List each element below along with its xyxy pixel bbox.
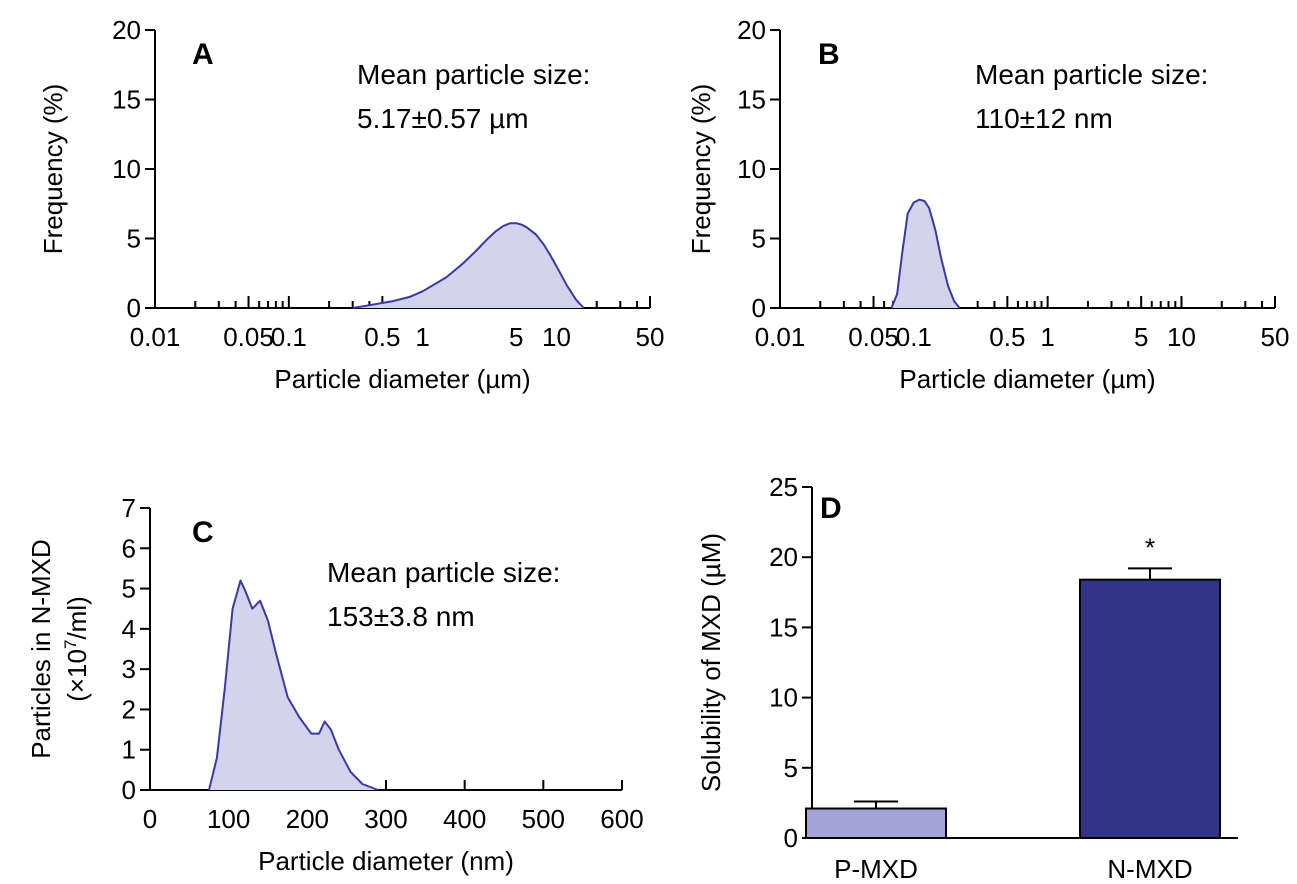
x-tick-label: 50 xyxy=(636,322,665,352)
x-tick-label: 10 xyxy=(1167,322,1196,352)
mean-size-value: 5.17±0.57 µm xyxy=(357,103,529,134)
y-tick-label: 2 xyxy=(122,694,136,724)
x-tick-label: 500 xyxy=(522,804,565,834)
y-tick-label: 0 xyxy=(752,293,766,323)
y-axis-units-suffix: /ml) xyxy=(62,596,92,639)
x-tick-label: 0.01 xyxy=(755,322,806,352)
x-tick-label: 300 xyxy=(364,804,407,834)
x-tick-label: 0.5 xyxy=(364,322,400,352)
x-tick-label: 400 xyxy=(443,804,486,834)
y-tick-label: 10 xyxy=(737,154,766,184)
y-axis-label-units: (×107/ml) xyxy=(61,596,92,702)
mean-size-label: Mean particle size: xyxy=(975,59,1208,90)
y-tick-label: 0 xyxy=(784,823,798,853)
panel-label: D xyxy=(820,492,842,525)
distribution-curve-line xyxy=(352,222,585,309)
y-tick-label: 15 xyxy=(769,612,798,642)
panel-label: B xyxy=(818,38,840,71)
y-tick-label: 0 xyxy=(122,775,136,805)
x-tick-label: 10 xyxy=(542,322,571,352)
y-axis-label: Solubility of MXD (µM) xyxy=(696,533,726,792)
y-axis-label: Frequency (%) xyxy=(38,84,68,255)
y-tick-label: 10 xyxy=(112,154,141,184)
x-tick-label: 600 xyxy=(600,804,643,834)
mean-size-label: Mean particle size: xyxy=(327,557,560,588)
x-tick-label: 0.1 xyxy=(896,322,932,352)
x-tick-label: 5 xyxy=(509,322,523,352)
mean-size-value: 110±12 nm xyxy=(975,103,1113,134)
x-tick-label: 0.1 xyxy=(271,322,307,352)
chart-panel-c: 0 1 2 3 4 5 6 7 0 100 200 300 400 500 600 Particle diam… xyxy=(26,493,644,876)
y-axis-units-exponent: 7 xyxy=(61,640,80,649)
y-tick-label: 3 xyxy=(122,654,136,684)
y-axis-label: Frequency (%) xyxy=(686,84,716,255)
distribution-area-fill xyxy=(891,199,960,308)
x-tick-label: 0.05 xyxy=(848,322,899,352)
y-tick-label: 5 xyxy=(127,224,141,254)
y-tick-label: 5 xyxy=(752,224,766,254)
panel-label: A xyxy=(192,38,214,71)
distribution-curve-line xyxy=(208,579,379,791)
category-label: N-MXD xyxy=(1107,854,1192,884)
y-tick-label: 7 xyxy=(122,493,136,523)
x-tick-label: 1 xyxy=(415,322,429,352)
mean-size-value: 153±3.8 nm xyxy=(327,601,475,632)
x-axis-label: Particle diameter (µm) xyxy=(274,364,530,394)
x-tick-label: 0.05 xyxy=(223,322,274,352)
x-tick-label: 0.01 xyxy=(130,322,181,352)
distribution-area-fill xyxy=(209,580,379,790)
panel-label: C xyxy=(192,516,214,549)
bar-n-mxd xyxy=(1079,578,1221,839)
x-tick-label: 0.5 xyxy=(989,322,1025,352)
x-tick-label: 100 xyxy=(207,804,250,834)
x-tick-label: 1 xyxy=(1040,322,1054,352)
category-label: P-MXD xyxy=(834,854,918,884)
distribution-area-fill xyxy=(352,223,584,308)
y-tick-label: 5 xyxy=(122,574,136,604)
x-axis-label: Particle diameter (nm) xyxy=(258,846,514,876)
y-tick-label: 4 xyxy=(122,614,136,644)
x-tick-label: 0 xyxy=(143,804,157,834)
y-tick-label: 20 xyxy=(737,15,766,45)
y-axis-label: Particles in N-MXD xyxy=(26,539,56,759)
y-tick-label: 10 xyxy=(769,683,798,713)
chart-panel-d: 0 5 10 15 20 25 P-MXD * N-MXD D Solubility of MXD … xyxy=(696,472,1238,884)
x-axis-label: Particle diameter (µm) xyxy=(899,364,1155,394)
y-tick-label: 0 xyxy=(127,293,141,323)
y-tick-label: 25 xyxy=(769,472,798,502)
x-tick-label: 50 xyxy=(1261,322,1290,352)
x-tick-label: 5 xyxy=(1134,322,1148,352)
y-tick-label: 5 xyxy=(784,753,798,783)
distribution-curve-line xyxy=(890,198,961,309)
y-tick-label: 15 xyxy=(112,85,141,115)
y-axis-units-prefix: (×10 xyxy=(62,649,92,702)
x-tick-label: 200 xyxy=(286,804,329,834)
y-tick-label: 15 xyxy=(737,85,766,115)
mean-size-label: Mean particle size: xyxy=(357,59,590,90)
y-tick-label: 20 xyxy=(769,542,798,572)
y-tick-label: 6 xyxy=(122,533,136,563)
significance-marker: * xyxy=(1145,532,1155,562)
y-tick-label: 1 xyxy=(122,735,136,765)
bar-p-mxd xyxy=(805,807,947,839)
y-tick-label: 20 xyxy=(112,15,141,45)
